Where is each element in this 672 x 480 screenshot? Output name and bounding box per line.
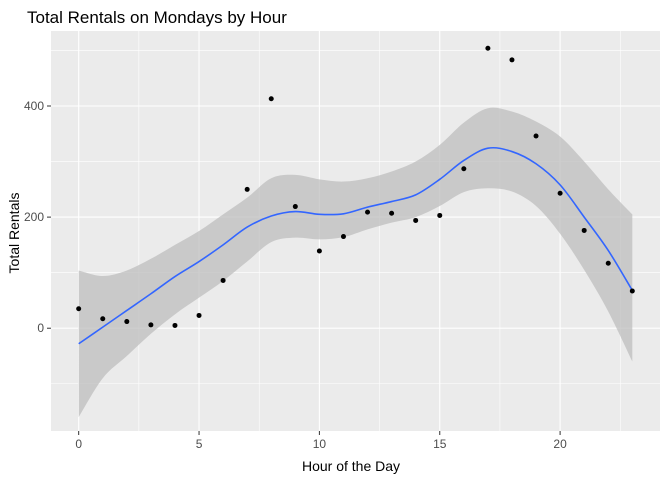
data-point (557, 190, 563, 196)
chart-title: Total Rentals on Mondays by Hour (27, 8, 287, 27)
data-point (413, 217, 419, 223)
data-point (461, 166, 467, 172)
data-point (629, 288, 635, 294)
data-point (268, 96, 274, 102)
data-point (76, 306, 82, 312)
data-points (76, 45, 635, 328)
data-point (340, 234, 346, 240)
x-tick-label: 15 (433, 437, 447, 451)
data-point (509, 57, 515, 63)
smooth-trend-line (78, 146, 634, 345)
data-point (172, 322, 178, 328)
y-axis-title: Total Rentals (6, 193, 22, 274)
x-tick-label: 5 (196, 437, 203, 451)
data-point (244, 186, 250, 192)
y-tick-label: 400 (24, 99, 44, 113)
data-point (100, 316, 106, 322)
data-point (533, 133, 539, 139)
data-point (605, 260, 611, 266)
data-point (365, 209, 371, 215)
data-point (148, 322, 154, 328)
data-point (292, 204, 298, 210)
data-point (437, 212, 443, 218)
x-axis-ticks: 0 5 10 15 20 (75, 431, 567, 451)
y-axis-ticks: 0 200 400 (24, 99, 51, 335)
y-tick-label: 0 (37, 321, 44, 335)
x-tick-label: 10 (313, 437, 327, 451)
confidence-ribbon (78, 107, 633, 418)
y-tick-label: 200 (24, 210, 44, 224)
data-point (581, 227, 587, 233)
x-tick-label: 20 (553, 437, 567, 451)
data-point (389, 210, 395, 216)
data-point (316, 248, 322, 254)
data-point (196, 312, 202, 318)
x-axis-title: Hour of the Day (302, 458, 400, 474)
data-point (220, 277, 226, 283)
data-point (124, 319, 130, 325)
data-point (485, 45, 491, 51)
x-tick-label: 0 (75, 437, 82, 451)
